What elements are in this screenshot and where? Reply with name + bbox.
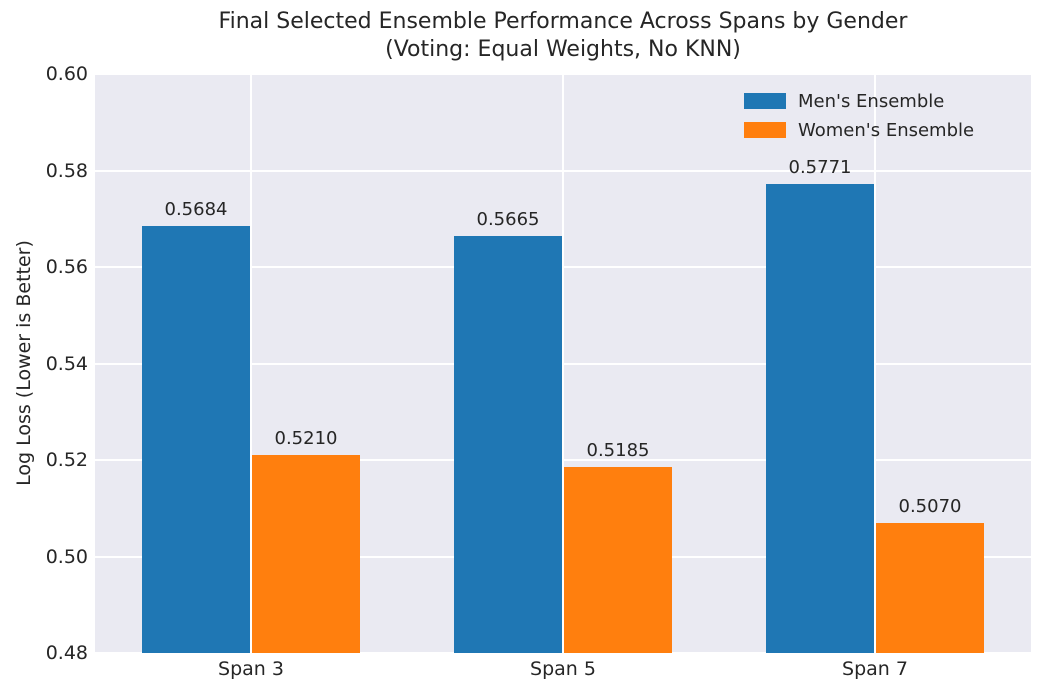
y-tick-label: 0.56	[45, 256, 88, 278]
x-tick-label: Span 3	[218, 658, 284, 680]
y-tick-label: 0.54	[45, 352, 88, 375]
y-tick-label: 0.48	[45, 642, 88, 664]
bar-women	[252, 455, 360, 653]
y-tick-label: 0.50	[45, 545, 88, 568]
bar-men	[766, 184, 874, 653]
legend-label: Men's Ensemble	[798, 90, 945, 112]
legend-row: Women's Ensemble	[744, 118, 974, 142]
legend-swatch-icon	[744, 93, 786, 109]
bar-value-label: 0.5665	[476, 208, 540, 230]
bar-men	[454, 235, 562, 653]
gridline-vertical	[874, 74, 876, 653]
y-tick-label: 0.58	[45, 159, 88, 182]
bar-value-label: 0.5684	[164, 199, 228, 221]
bar-men	[142, 226, 250, 653]
bar-women	[876, 522, 984, 653]
plot-area: Men's Ensemble Women's Ensemble 0.5684 0.5…	[95, 73, 1031, 654]
bar-women	[564, 467, 672, 653]
gridline-vertical	[562, 74, 564, 653]
legend: Men's Ensemble Women's Ensemble	[744, 89, 974, 147]
gridline-horizontal	[95, 652, 1031, 654]
chart-title: Final Selected Ensemble Performance Acro…	[95, 8, 1031, 64]
legend-label: Women's Ensemble	[798, 119, 975, 141]
legend-swatch-icon	[744, 122, 786, 138]
x-tick-label: Span 7	[842, 658, 908, 680]
bar-value-label: 0.5771	[788, 157, 852, 179]
chart-title-line2: (Voting: Equal Weights, No KNN)	[385, 37, 741, 62]
bar-value-label: 0.5210	[274, 428, 338, 450]
legend-row: Men's Ensemble	[744, 89, 974, 113]
y-tick-label: 0.52	[45, 449, 88, 471]
gridline-vertical	[250, 74, 252, 653]
bar-value-label: 0.5070	[898, 495, 962, 517]
chart-title-line1: Final Selected Ensemble Performance Acro…	[218, 9, 908, 34]
x-tick-label: Span 5	[530, 658, 596, 680]
y-tick-label: 0.60	[45, 63, 88, 85]
bar-value-label: 0.5185	[586, 440, 650, 462]
